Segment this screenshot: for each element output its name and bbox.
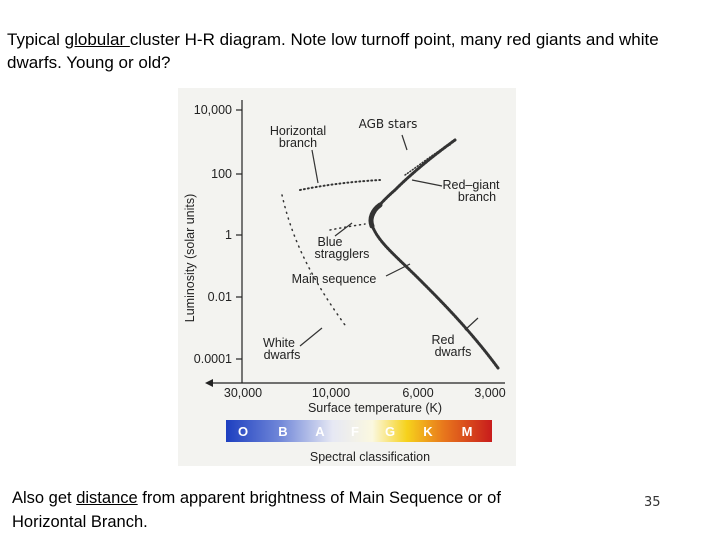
y-axis-label: Luminosity (solar units) bbox=[183, 194, 197, 323]
footer-text: Also get distance from apparent brightne… bbox=[12, 486, 572, 534]
spectral-class: M bbox=[462, 424, 473, 439]
y-tick-labels: 10,000 100 1 0.01 0.0001 bbox=[194, 103, 232, 366]
annotations: Horizontal branch AGB stars Red–giant br… bbox=[263, 117, 500, 362]
footer-run: from apparent brightness of Main Sequenc… bbox=[12, 489, 501, 531]
footer-run: Also get bbox=[12, 489, 77, 507]
annotation: dwarfs bbox=[435, 345, 472, 359]
page-number: 35 bbox=[644, 495, 661, 510]
star-sequences bbox=[281, 138, 500, 370]
axes bbox=[209, 100, 505, 384]
figure-background bbox=[178, 88, 516, 466]
y-tick-label: 0.0001 bbox=[194, 352, 232, 366]
x-tick-label: 10,000 bbox=[312, 386, 350, 400]
annotation: Red bbox=[432, 333, 455, 347]
annotation: Red–giant bbox=[443, 178, 501, 192]
annotation: AGB stars bbox=[359, 117, 418, 131]
annotation: Blue bbox=[317, 235, 342, 249]
spectral-class: G bbox=[385, 424, 395, 439]
y-tick-label: 1 bbox=[225, 228, 232, 242]
footer-underlined: distance bbox=[76, 489, 138, 507]
x-tick-label: 30,000 bbox=[224, 386, 262, 400]
annotation: Main sequence bbox=[292, 272, 377, 286]
annotation: stragglers bbox=[315, 247, 370, 261]
y-tick-label: 100 bbox=[211, 167, 232, 181]
spectral-class: B bbox=[278, 424, 287, 439]
axis-arrow bbox=[205, 379, 213, 387]
x-tick-label: 6,000 bbox=[402, 386, 433, 400]
annotation: Horizontal bbox=[270, 124, 326, 138]
spectral-classes: O B A F G K M bbox=[238, 424, 472, 439]
x-tick-label: 3,000 bbox=[474, 386, 505, 400]
spectral-label: Spectral classification bbox=[310, 450, 430, 464]
title-text: Typical bbox=[7, 30, 65, 49]
spectral-bar bbox=[226, 420, 492, 442]
title-underlined: globular bbox=[64, 30, 130, 49]
annotation: White bbox=[263, 336, 295, 350]
slide-title: Typical globular cluster H-R diagram. No… bbox=[7, 28, 707, 74]
x-axis-label: Surface temperature (K) bbox=[308, 401, 442, 415]
annotation: dwarfs bbox=[264, 348, 301, 362]
annotation: branch bbox=[279, 136, 317, 150]
y-tick-label: 0.01 bbox=[208, 290, 232, 304]
spectral-class: O bbox=[238, 424, 248, 439]
y-tick-label: 10,000 bbox=[194, 103, 232, 117]
pointer-lines bbox=[299, 134, 479, 347]
x-tick-labels: 30,000 10,000 6,000 3,000 bbox=[224, 386, 506, 400]
spectral-class: F bbox=[351, 424, 359, 439]
spectral-class: K bbox=[423, 424, 433, 439]
title-text: cluster H-R diagram. Note low turnoff po… bbox=[7, 30, 659, 72]
annotation: branch bbox=[458, 190, 496, 204]
spectral-class: A bbox=[315, 424, 325, 439]
